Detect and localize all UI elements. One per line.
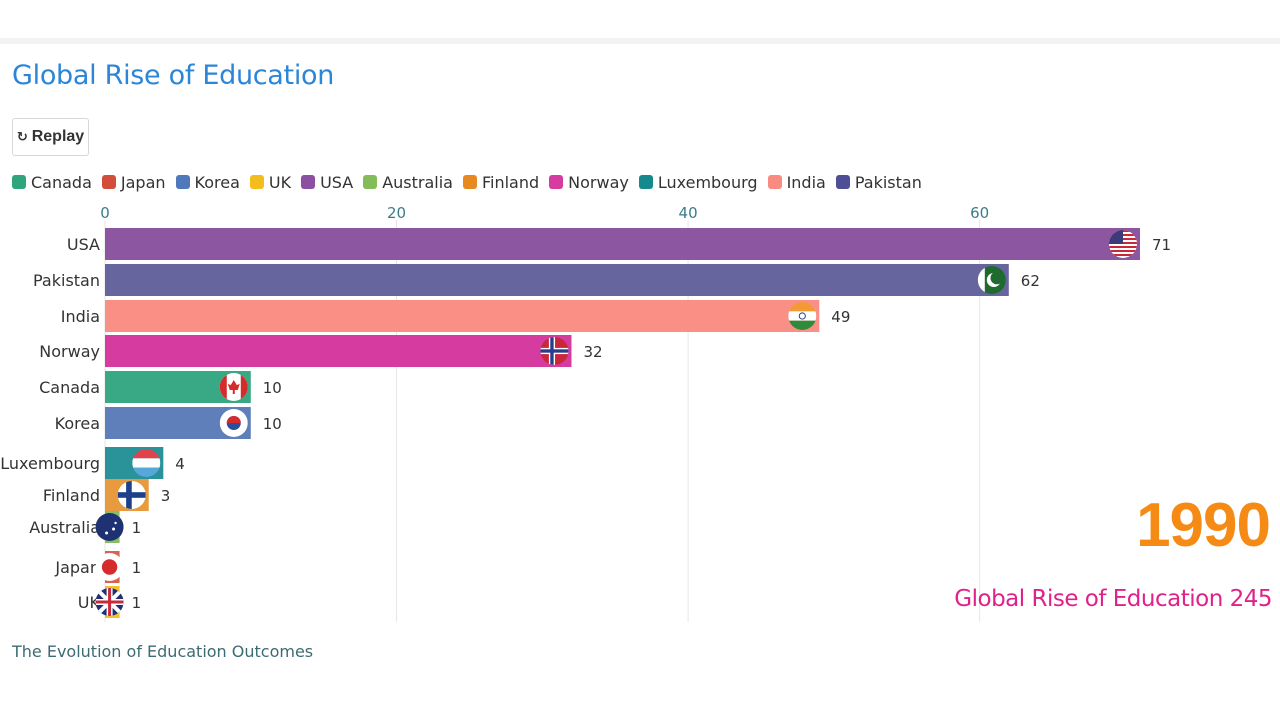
bar-norway <box>105 335 572 367</box>
legend-swatch <box>638 175 653 189</box>
value-label: 1 <box>132 559 142 577</box>
top-bar <box>0 0 1280 44</box>
canada-flag-icon <box>219 373 248 401</box>
chart-caption: The Evolution of Education Outcomes <box>12 642 314 661</box>
legend: Canada Japan Korea UK USA Australia Finland Nor… <box>12 171 932 193</box>
value-label: 10 <box>263 415 282 433</box>
legend-item-usa[interactable]: USA <box>301 173 353 192</box>
usa-flag-icon <box>1109 230 1137 258</box>
legend-swatch <box>12 175 26 189</box>
legend-label: UK <box>268 172 292 192</box>
category-label: Pakistan <box>33 271 100 290</box>
legend-label: Australia <box>382 172 453 192</box>
legend-item-norway[interactable]: Norway <box>549 173 629 192</box>
legend-item-uk[interactable]: UK <box>249 172 292 192</box>
legend-swatch <box>101 175 116 189</box>
x-tick-label: 0 <box>100 204 110 222</box>
category-label: USA <box>67 235 100 254</box>
value-label: 71 <box>1152 236 1171 254</box>
x-tick-label: 60 <box>970 204 989 222</box>
australia-flag-icon <box>95 513 124 541</box>
value-label: 1 <box>132 519 142 537</box>
value-label: 32 <box>583 343 602 361</box>
legend-item-canada[interactable]: Canada <box>12 173 92 192</box>
legend-swatch <box>301 175 316 189</box>
legend-label: USA <box>320 172 354 192</box>
replay-button[interactable]: ↻ Replay <box>12 118 89 156</box>
legend-swatch <box>835 175 850 189</box>
korea-flag-icon <box>219 409 248 437</box>
legend-item-japan[interactable]: Japan <box>101 172 166 192</box>
category-label: Finland <box>43 486 100 505</box>
pakistan-flag-icon <box>977 266 1006 294</box>
norway-flag-icon <box>540 337 569 365</box>
value-label: 3 <box>161 487 171 505</box>
legend-item-pakistan[interactable]: Pakistan <box>835 172 922 192</box>
india-flag-icon <box>788 302 817 330</box>
x-tick-label: 40 <box>679 204 698 222</box>
value-label: 1 <box>132 594 142 612</box>
legend-swatch <box>462 175 477 189</box>
counter-label: Global Rise of Education 245 <box>954 586 1272 612</box>
legend-label: Finland <box>481 172 540 192</box>
legend-label: Norway <box>568 172 629 192</box>
luxembourg-flag-icon <box>132 449 161 477</box>
legend-label: Japan <box>120 172 166 192</box>
replay-label: Replay <box>31 128 85 145</box>
value-label: 4 <box>175 455 185 473</box>
value-label: 10 <box>263 379 282 397</box>
legend-swatch <box>549 175 564 189</box>
legend-item-luxembourg[interactable]: Luxembourg <box>638 172 758 192</box>
finland-flag-icon <box>117 481 146 509</box>
category-label: Japan <box>54 558 100 577</box>
japan-flag-icon <box>95 553 124 581</box>
x-tick-label: 20 <box>387 204 406 222</box>
category-label: Canada <box>39 378 100 397</box>
category-label: Australia <box>29 518 100 537</box>
legend-swatch <box>249 175 264 189</box>
year-label: 1990 <box>1136 491 1271 560</box>
legend-swatch <box>767 175 782 189</box>
page-title: Global Rise of Education <box>12 60 335 91</box>
legend-item-india[interactable]: India <box>767 172 826 192</box>
category-label: Norway <box>39 342 100 361</box>
category-label: UK <box>78 593 101 612</box>
legend-label: Korea <box>194 172 240 192</box>
value-label: 62 <box>1021 272 1040 290</box>
bar-chart: 0 20 40 60 USA 71 Pakistan 62 India 49 Norway 32 Can… <box>0 204 1171 622</box>
legend-label: Luxembourg <box>657 172 758 192</box>
legend-swatch <box>175 175 190 189</box>
uk-flag-icon <box>95 588 124 616</box>
legend-label: Canada <box>31 172 92 192</box>
category-label: India <box>61 307 100 326</box>
legend-swatch <box>363 175 378 189</box>
legend-label: India <box>786 172 826 192</box>
bar-india <box>105 300 820 332</box>
category-label: Korea <box>55 414 100 433</box>
legend-item-korea[interactable]: Korea <box>175 172 240 192</box>
legend-item-finland[interactable]: Finland <box>462 172 540 192</box>
replay-icon: ↻ <box>16 129 28 144</box>
category-label: Luxembourg <box>0 454 100 473</box>
legend-item-australia[interactable]: Australia <box>363 173 453 192</box>
bar-usa <box>105 228 1140 260</box>
legend-label: Pakistan <box>854 172 922 192</box>
value-label: 49 <box>831 308 850 326</box>
bar-pakistan <box>105 264 1009 296</box>
